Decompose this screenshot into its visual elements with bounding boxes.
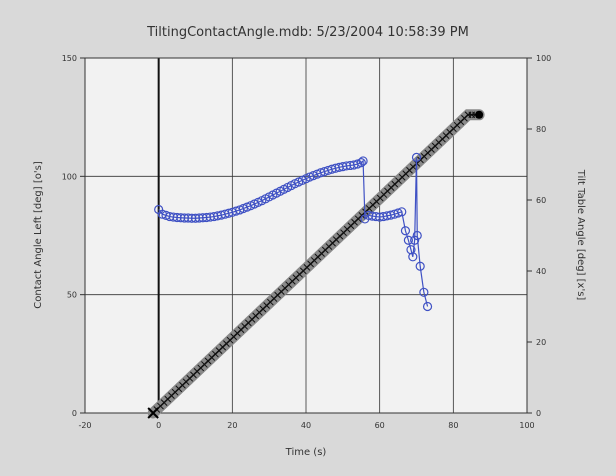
y-left-tick-label: 0 (72, 409, 77, 418)
x-tick-label: 0 (156, 421, 161, 430)
tilt-angle-end-marker (475, 110, 484, 119)
x-tick-label: -20 (78, 421, 91, 430)
contact-angle-marker (415, 261, 425, 271)
contact-angle-marker (410, 235, 420, 245)
contact-angle-marker (419, 287, 429, 297)
x-tick-label: 40 (301, 421, 311, 430)
contact-angle-marker (179, 213, 190, 223)
contact-angle-marker (358, 156, 368, 166)
plot-border (84, 57, 528, 414)
contact-angle-marker (412, 230, 422, 241)
y-axis-left-label: Contact Angle Left [deg] [o's] (33, 161, 44, 309)
y-right-tick-label: 100 (536, 54, 551, 63)
contact-angle-marker (371, 211, 381, 222)
x-tick-label: 80 (448, 421, 458, 430)
x-tick-label: 100 (519, 421, 534, 430)
y-left-tick-label: 50 (67, 291, 77, 300)
contact-angle-marker (183, 213, 193, 223)
contact-angle-marker (187, 213, 197, 223)
contact-angle-marker (397, 207, 407, 217)
y-left-tick-label: 150 (62, 54, 77, 63)
y-right-tick-label: 20 (536, 338, 546, 347)
contact-angle-marker (393, 208, 403, 218)
contact-angle-marker (403, 235, 413, 245)
contact-angle-marker (356, 158, 366, 168)
y-right-tick-label: 80 (536, 125, 546, 134)
data-series (147, 109, 485, 419)
contact-angle-marker (408, 252, 418, 262)
tilt-angle-start-marker (147, 407, 159, 419)
contact-angle-marker (400, 226, 411, 236)
contact-angle-marker (176, 213, 186, 223)
y-right-tick-label: 0 (536, 409, 541, 418)
x-tick-label: 20 (227, 421, 237, 430)
contact-angle-marker (422, 301, 433, 312)
contact-angle-marker (411, 152, 422, 162)
chart-title: TiltingContactAngle.mdb: 5/23/2004 10:58… (146, 25, 469, 40)
y-left-tick-label: 100 (62, 172, 77, 181)
x-axis-label: Time (s) (285, 447, 327, 458)
y-right-tick-label: 60 (536, 196, 546, 205)
contact-angle-marker (190, 213, 201, 223)
y-right-tick-label: 40 (536, 267, 546, 276)
x-tick-label: 60 (375, 421, 385, 430)
contact-angle-marker (194, 213, 204, 223)
contact-angle-marker (172, 212, 182, 223)
y-axis-right-label: Tilt Table Angle [deg] [x's] (575, 169, 586, 301)
